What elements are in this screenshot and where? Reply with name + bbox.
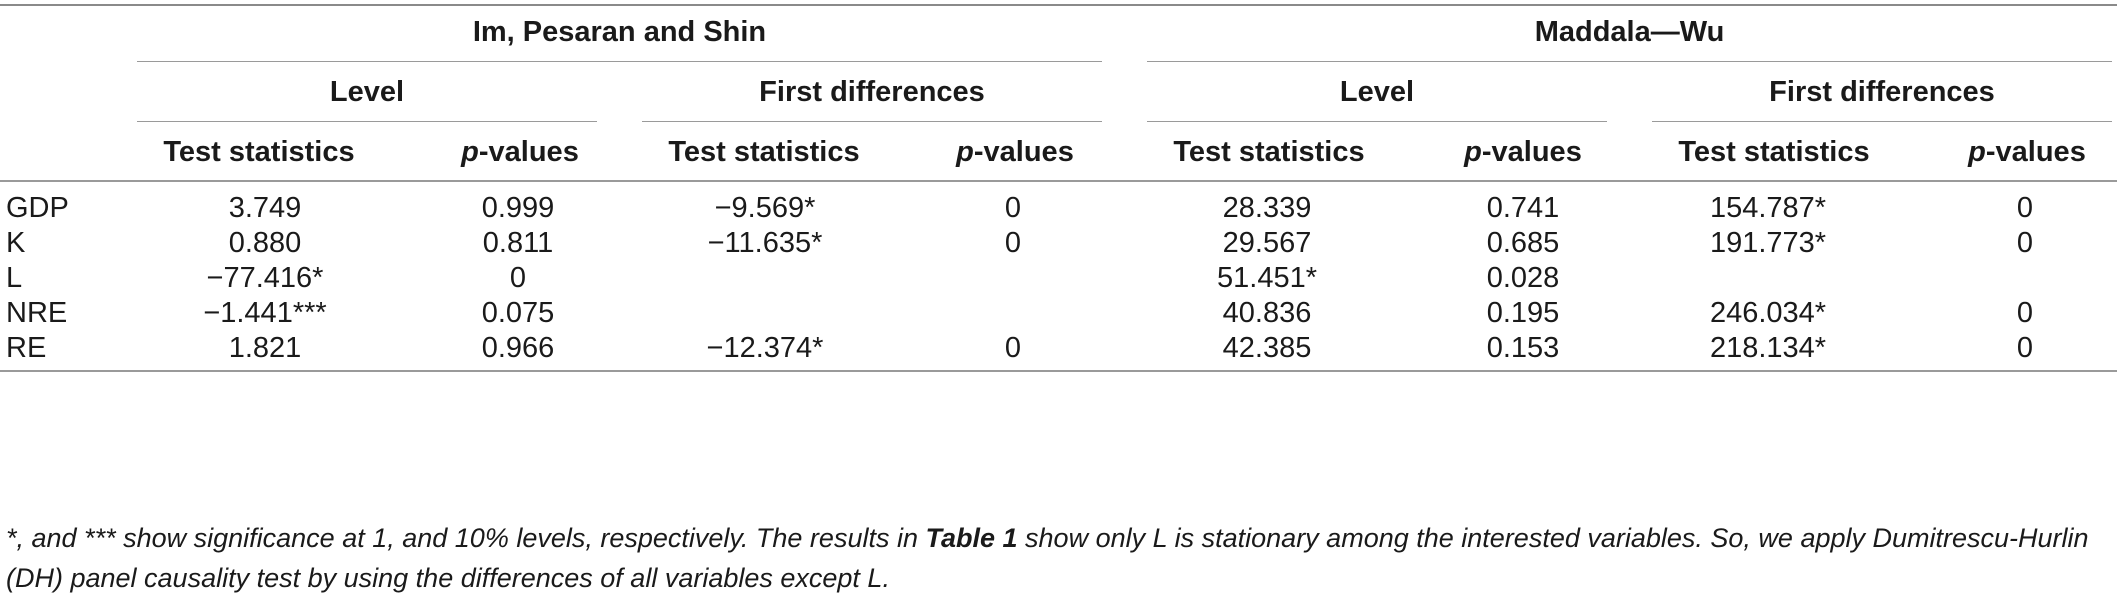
table-cell: 28.339 [1222,192,1312,224]
table-cell: 3.749 [228,192,302,224]
table-cell: 0 [1004,192,1022,224]
table-cell: 0 [2016,227,2034,259]
col-header-p-values: p-values [1968,136,2086,168]
table-footnote: *, and *** show significance at 1, and 1… [6,523,2089,593]
table-cell: −77.416* [206,262,324,294]
row-label: K [6,227,26,259]
table-cell: 0.811 [482,227,554,259]
table-bottom-rule [0,370,2117,372]
table-cell: −12.374* [706,332,824,364]
subheader-ips-first-diff: First differences [759,76,985,108]
table-cell: −1.441*** [203,297,327,329]
table-cell: 0.999 [481,192,555,224]
table-cell: 0.741 [1486,192,1560,224]
table-cell: 0.028 [1486,262,1560,294]
row-label: NRE [6,297,68,329]
subheader-ips-level: Level [329,76,405,108]
table-cell: 0 [1004,332,1022,364]
group-rule-ips [137,61,1102,62]
col-header-p-values: p-values [1464,136,1582,168]
col-header-test-stat: Test statistics [1678,136,1870,168]
table-cell: 0.966 [481,332,555,364]
group-header-mw: Maddala—Wu [1534,16,1725,48]
table-cell: 0.685 [1486,227,1560,259]
sub-rule-4 [1652,121,2112,122]
col-header-p-values: p-values [956,136,1074,168]
table-cell: 1.821 [228,332,302,364]
table-cell: 0 [2016,192,2034,224]
sub-rule-1 [137,121,597,122]
table-cell: 0.153 [1486,332,1560,364]
table-cell: −9.569* [714,192,816,224]
row-label: L [6,262,23,294]
group-header-ips: Im, Pesaran and Shin [472,16,767,48]
table-cell: 218.134* [1709,332,1827,364]
col-header-test-stat: Test statistics [1173,136,1365,168]
table-cell: 40.836 [1222,297,1312,329]
row-label: RE [6,332,47,364]
table-cell: −11.635* [707,227,823,259]
table-cell: 0.075 [481,297,555,329]
subheader-mw-level: Level [1339,76,1415,108]
table-cell: 246.034* [1709,297,1827,329]
col-header-p-values: p-values [461,136,579,168]
table-figure: Im, Pesaran and Shin Maddala—Wu Level Fi… [0,4,2117,593]
col-header-test-stat: Test statistics [163,136,355,168]
table-cell: 0 [2016,297,2034,329]
table-cell: 42.385 [1222,332,1312,364]
sub-rule-3 [1147,121,1607,122]
table-cell: 51.451* [1217,262,1317,294]
subheader-mw-first-diff: First differences [1769,76,1995,108]
header-bottom-rule [0,180,2117,182]
table-cell: 0 [1004,227,1022,259]
table-cell: 154.787* [1709,192,1827,224]
table-cell: 0 [2016,332,2034,364]
row-label: GDP [6,192,69,224]
table-cell: 0.195 [1486,297,1560,329]
col-header-test-stat: Test statistics [668,136,860,168]
table-cell: 0 [509,262,527,294]
table-cell: 0.880 [228,227,302,259]
group-rule-mw [1147,61,2112,62]
sub-rule-2 [642,121,1102,122]
table-cell: 29.567 [1222,227,1312,259]
table-cell: 191.773* [1709,227,1827,259]
table-top-rule [0,4,2117,6]
